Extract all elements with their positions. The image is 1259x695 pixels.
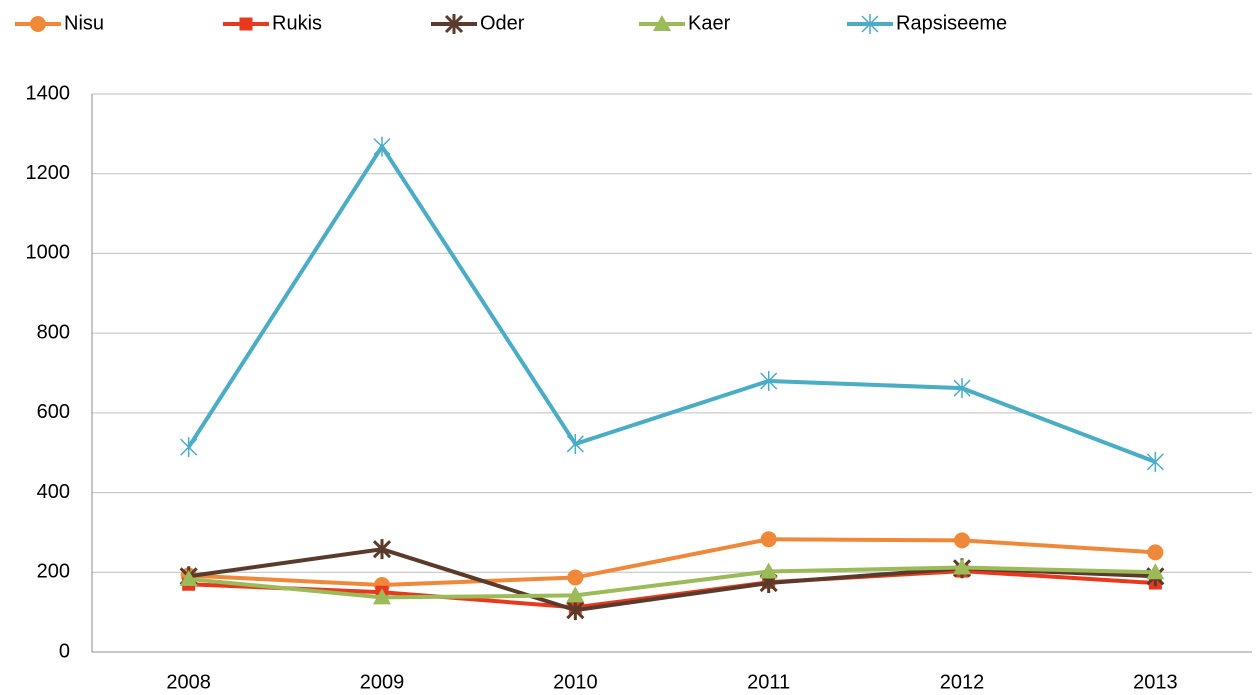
y-tick-label: 400 — [37, 481, 70, 503]
marker-shape — [30, 16, 46, 32]
legend-label: Oder — [480, 12, 525, 34]
x-tick-label: 2008 — [166, 671, 211, 693]
data-point — [566, 433, 584, 454]
marker-shape — [953, 558, 971, 575]
marker-shape — [759, 562, 778, 579]
marker-shape — [567, 569, 584, 586]
marker-shape — [1147, 544, 1164, 561]
data-point — [760, 531, 777, 548]
x-tick-label: 2013 — [1133, 671, 1178, 693]
legend-label: Rukis — [272, 12, 322, 34]
marker-shape — [653, 15, 671, 31]
data-point — [1147, 544, 1164, 561]
series-line — [186, 144, 1157, 464]
marker-shape — [373, 136, 391, 157]
marker-shape — [861, 14, 879, 34]
y-tick-label: 0 — [59, 640, 70, 662]
data-point — [953, 378, 971, 399]
y-tick-label: 1000 — [26, 242, 71, 264]
series-line — [188, 569, 1156, 610]
x-tick-label: 2010 — [553, 671, 598, 693]
data-point — [1146, 563, 1165, 580]
marker-shape — [566, 586, 585, 603]
marker-shape — [760, 531, 777, 548]
legend-label: Nisu — [64, 12, 104, 34]
data-point — [759, 562, 778, 579]
legend-item: Rukis — [223, 12, 322, 34]
data-point — [566, 600, 585, 621]
legend-item: Rapsiseeme — [847, 12, 1007, 34]
data-point — [373, 588, 391, 605]
marker-shape — [566, 433, 584, 454]
series-line — [188, 565, 1156, 600]
data-point — [566, 586, 585, 603]
y-tick-label: 200 — [37, 561, 70, 583]
data-point — [180, 437, 198, 458]
data-point — [760, 370, 778, 391]
marker-shape — [1146, 451, 1164, 472]
legend-item: Kaer — [639, 12, 731, 34]
data-point — [953, 558, 971, 575]
legend-item: Nisu — [15, 12, 104, 34]
legend-label: Rapsiseeme — [896, 12, 1007, 34]
marker-shape — [239, 17, 253, 31]
marker-shape — [180, 437, 198, 458]
legend-item: Oder — [431, 12, 525, 34]
marker-shape — [566, 600, 585, 621]
x-tick-label: 2009 — [360, 671, 405, 693]
data-point — [954, 532, 970, 549]
marker-shape — [760, 370, 778, 391]
y-tick-label: 600 — [37, 401, 70, 423]
marker-shape — [373, 588, 391, 605]
x-tick-label: 2012 — [940, 671, 985, 693]
data-point — [179, 570, 198, 587]
data-point — [372, 539, 392, 560]
legend-label: Kaer — [688, 12, 731, 34]
marker-shape — [1146, 563, 1165, 580]
series-line — [188, 537, 1156, 588]
data-point — [567, 569, 584, 586]
y-tick-label: 800 — [37, 321, 70, 343]
marker-shape — [372, 539, 392, 560]
y-tick-label: 1400 — [26, 82, 71, 104]
data-point — [373, 136, 391, 157]
marker-shape — [954, 532, 970, 549]
marker-shape — [444, 14, 464, 34]
marker-shape — [953, 378, 971, 399]
x-tick-label: 2011 — [747, 671, 790, 693]
y-tick-label: 1200 — [26, 162, 71, 184]
data-point — [1146, 451, 1164, 472]
marker-shape — [179, 570, 198, 587]
